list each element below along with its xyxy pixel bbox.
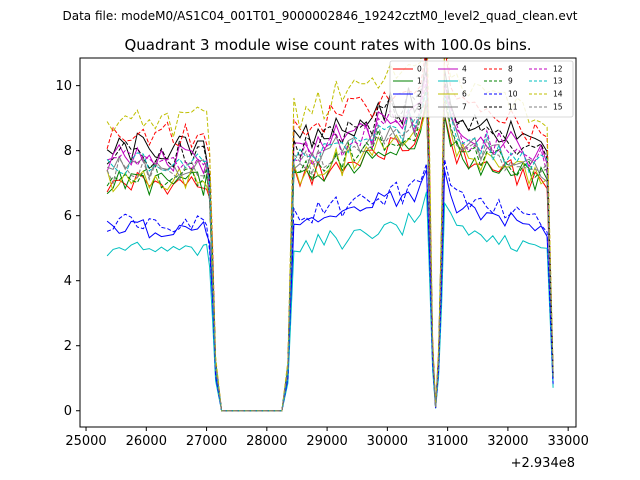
x-tick-label: 27000 (186, 434, 227, 449)
x-tick-label: 33000 (547, 434, 588, 449)
suptitle: Data file: modeM0/AS1C04_001T01_90000028… (62, 9, 577, 23)
legend-label-2: 2 (417, 90, 422, 99)
chart-title: Quadrant 3 module wise count rates with … (124, 36, 531, 54)
x-offset-label: +2.934e8 (511, 456, 575, 471)
plot-frame (79, 57, 577, 428)
y-tick-label: 0 (64, 404, 72, 419)
x-tick-label: 29000 (306, 434, 347, 449)
x-tick-label: 31000 (427, 434, 468, 449)
y-tick-label: 10 (55, 79, 72, 94)
legend-label-3: 3 (417, 103, 422, 112)
series-line-11 (106, 70, 554, 412)
legend-label-8: 8 (508, 65, 513, 74)
series-line-1 (106, 103, 554, 412)
legend-label-6: 6 (462, 90, 467, 99)
legend-label-10: 10 (508, 90, 518, 99)
legend-label-1: 1 (417, 77, 422, 86)
plot-area (79, 57, 577, 428)
legend-label-7: 7 (462, 103, 467, 112)
legend-label-13: 13 (553, 77, 563, 86)
series-line-15 (106, 99, 554, 412)
series-line-5 (106, 191, 554, 412)
legend-label-9: 9 (508, 77, 513, 86)
legend-frame (389, 60, 574, 118)
x-tick-label: 32000 (487, 434, 528, 449)
x-tick-label: 25000 (65, 434, 106, 449)
y-tick-label: 6 (64, 209, 72, 224)
legend-label-4: 4 (462, 65, 467, 74)
legend-label-14: 14 (553, 90, 563, 99)
series-line-2 (106, 169, 554, 412)
series-line-4 (106, 68, 554, 412)
y-tick-label: 2 (64, 339, 72, 354)
y-tick-label: 4 (64, 274, 72, 289)
x-tick-label: 28000 (246, 434, 287, 449)
legend-label-5: 5 (462, 77, 467, 86)
series-line-13 (106, 92, 554, 412)
series-line-9 (106, 87, 554, 412)
legend-label-11: 11 (508, 103, 518, 112)
x-tick-label: 30000 (367, 434, 408, 449)
x-tick-label: 26000 (126, 434, 167, 449)
y-tick-label: 8 (64, 144, 72, 159)
y-axis: 0 2 4 6 8 10 (55, 79, 80, 419)
series-layer (106, 58, 554, 412)
legend-label-0: 0 (417, 65, 422, 74)
series-line-7 (106, 84, 554, 412)
plot-background (80, 58, 576, 427)
legend-label-15: 15 (553, 103, 563, 112)
series-line-12 (106, 79, 554, 412)
legend-label-12: 12 (553, 65, 563, 74)
series-line-10 (106, 159, 554, 412)
x-axis: 25000 26000 27000 28000 29000 30000 31000 32000… (65, 427, 589, 449)
series-line-3 (106, 58, 554, 412)
series-line-8 (106, 58, 554, 412)
